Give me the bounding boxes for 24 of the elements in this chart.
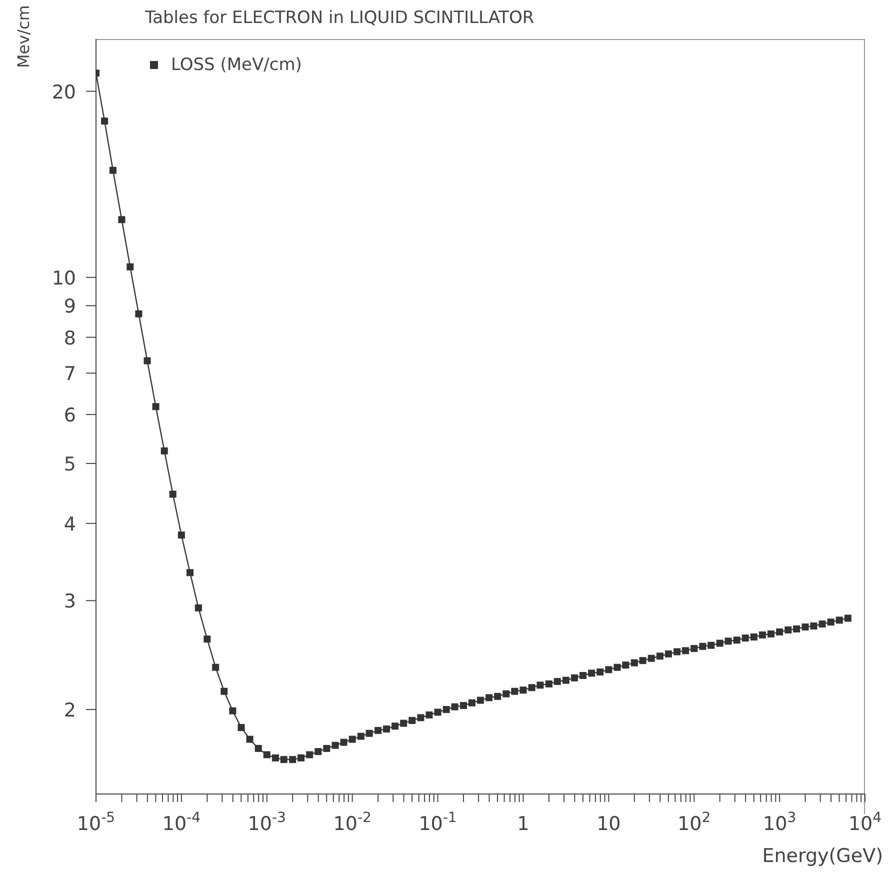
y-tick-label: 20 (52, 81, 76, 104)
x-tick-label: 10$^{-4}$ (162, 810, 201, 835)
chart-title: Tables for ELECTRON in LIQUID SCINTILLATOR (145, 8, 534, 28)
y-tick-label: 4 (64, 513, 76, 536)
x-axis-title: Energy(GeV) (762, 845, 883, 867)
x-tick-label: 10$^{2}$ (678, 810, 711, 835)
x-tick-label: 10$^{4}$ (848, 810, 882, 835)
x-tick-label: 10 (596, 813, 621, 835)
y-tick-label: 3 (64, 590, 76, 613)
y-tick-label: 7 (64, 363, 76, 386)
x-tick-label: 10$^{-1}$ (418, 810, 457, 835)
x-tick-label: 10$^{-5}$ (76, 810, 116, 835)
y-tick-label: 10 (52, 267, 76, 290)
y-tick-label: 9 (64, 296, 76, 318)
y-tick-label: 8 (64, 327, 76, 350)
legend-label: LOSS (MeV/cm) (171, 55, 302, 75)
x-tick-label: 10$^{3}$ (763, 810, 796, 835)
x-tick-label: 10$^{-2}$ (333, 810, 372, 835)
x-tick-label: 10$^{-3}$ (248, 810, 286, 835)
y-tick-label: 5 (64, 453, 76, 476)
x-tick-label: 1 (517, 813, 530, 835)
y-tick-label: 6 (64, 404, 76, 427)
y-axis-title: Mev/cm (14, 5, 33, 68)
y-tick-label: 2 (64, 700, 76, 722)
